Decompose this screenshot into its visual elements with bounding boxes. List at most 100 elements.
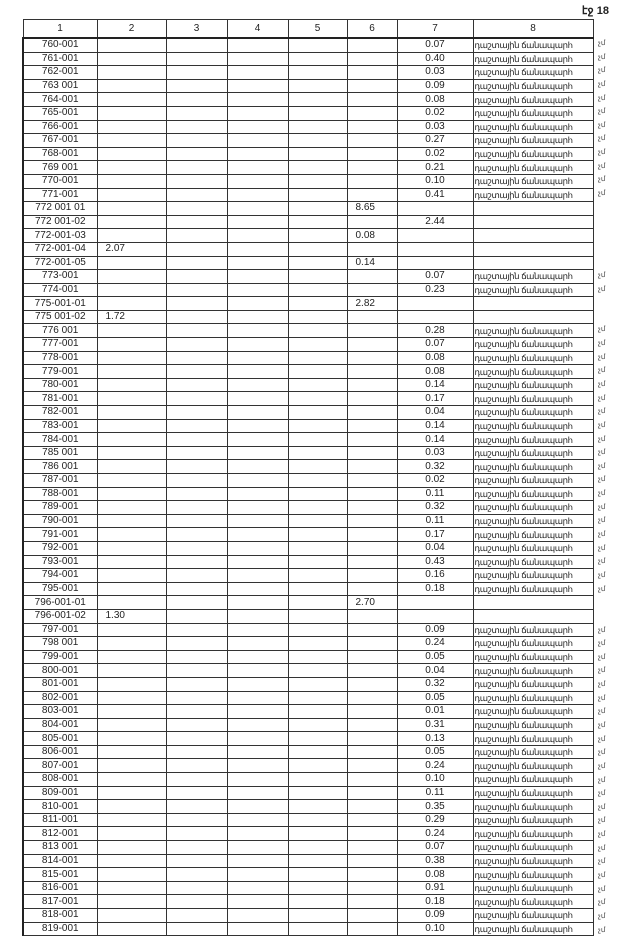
cell-col-3 [165,853,228,869]
cell-col-3 [165,173,228,189]
cell-col-3 [165,785,228,801]
cell-col-5 [287,418,348,434]
cell-col-8: դաշտային ճանապարհ [472,500,594,515]
cell-col-6 [346,473,398,488]
cell-col-4 [226,160,289,175]
cell-col-8 [472,296,594,311]
cell-col-2 [96,676,167,692]
parcel-code-cell: 790-001 [22,513,98,529]
cell-col-4 [226,826,289,842]
cell-col-3 [165,717,228,733]
margin-note: չմ [598,326,606,334]
cell-col-6: 2.82 [346,296,398,311]
cell-col-5 [287,595,348,610]
cell-col-7: 0.11 [396,513,474,529]
cell-col-5 [287,146,348,162]
cell-col-5 [287,880,348,896]
cell-col-4 [226,581,289,597]
table-row: 817-001 0.18 դաշտային ճանապարհ [22,894,594,909]
margin-note: չմ [598,135,606,143]
parcel-code-cell: 765-001 [22,105,98,121]
cell-col-6 [346,690,398,706]
cell-col-5 [287,799,348,814]
cell-col-7: 0.04 [396,663,474,678]
cell-col-2 [96,473,167,488]
cell-col-4 [226,78,289,94]
cell-col-6 [346,840,398,855]
cell-col-8: դաշտային ճանապարհ [472,894,594,909]
cell-col-4 [226,105,289,121]
cell-col-4 [226,350,289,366]
cell-col-8: դաշտային ճանապարհ [472,554,594,570]
parcel-code-cell: 792-001 [22,540,98,556]
table-row: 788-001 0.11 դաշտային ճանապարհ [22,486,594,502]
parcel-code-cell: 797-001 [22,622,98,638]
cell-col-7: 0.09 [396,78,474,94]
cell-col-8: դաշտային ճանապարհ [472,540,594,556]
cell-col-6 [346,405,398,420]
cell-col-4 [226,568,289,583]
table-row: 811-001 0.29 դաշտային ճանապարհ [22,812,594,828]
cell-col-6 [346,78,398,94]
margin-note: չմ [598,803,606,811]
parcel-code-cell: 772 001 01 [22,201,98,216]
cell-col-7: 0.09 [396,622,474,638]
cell-col-8: դաշտային ճանապարհ [472,391,594,407]
cell-col-5 [287,391,348,407]
cell-col-5 [287,350,348,366]
cell-col-5 [287,119,348,135]
cell-col-7: 0.24 [396,758,474,774]
column-header-2: 2 [96,19,167,39]
cell-col-7: 0.24 [396,826,474,842]
cell-col-4 [226,880,289,896]
cell-col-3 [165,894,228,909]
cell-col-5 [287,432,348,447]
parcel-code-cell: 763 001 [22,78,98,94]
cell-col-3 [165,92,228,107]
cell-col-2 [96,880,167,896]
cell-col-2 [96,445,167,461]
margin-note: չմ [598,912,606,920]
cell-col-8: դաշտային ճանապարհ [472,513,594,529]
cell-col-4 [226,636,289,651]
cell-col-6 [346,704,398,719]
cell-col-5 [287,282,348,298]
cell-col-6 [346,133,398,148]
table-row: 776 001 0.28 դաշտային ճանապարհ [22,323,594,339]
table-row: 793-001 0.43 դաշտային ճանապարհ [22,554,594,570]
cell-col-5 [287,228,348,243]
cell-col-4 [226,364,289,379]
parcel-code-cell: 814-001 [22,853,98,869]
cell-col-7: 0.21 [396,160,474,175]
margin-note: չմ [598,394,606,402]
table-row: 760-001 0.07 դաշտային ճանապարհ [22,37,594,53]
cell-col-5 [287,92,348,107]
margin-note: չմ [598,749,606,757]
cell-col-2 [96,527,167,542]
cell-col-4 [226,133,289,148]
cell-col-5 [287,269,348,284]
cell-col-2 [96,269,167,284]
cell-col-8: դաշտային ճանապարհ [472,92,594,107]
cell-col-2 [96,649,167,665]
cell-col-8: դաշտային ճանապարհ [472,744,594,760]
margin-note: չմ [598,735,606,743]
margin-note: չմ [598,694,606,702]
cell-col-4 [226,173,289,189]
column-header-1: 1 [22,19,98,39]
margin-note: չմ [598,626,606,634]
cell-col-4 [226,608,289,624]
cell-col-5 [287,690,348,706]
parcel-code-cell: 791-001 [22,527,98,542]
parcel-code-cell: 783-001 [22,418,98,434]
parcel-code-cell: 768-001 [22,146,98,162]
cell-col-4 [226,309,289,325]
cell-col-3 [165,187,228,203]
cell-col-3 [165,201,228,216]
cell-col-5 [287,513,348,529]
table-row: 766-001 0.03 դաշտային ճանապարհ [22,119,594,135]
cell-col-8: դաշտային ճանապարհ [472,364,594,379]
cell-col-4 [226,214,289,230]
cell-col-3 [165,364,228,379]
parcel-code-cell: 770-001 [22,173,98,189]
